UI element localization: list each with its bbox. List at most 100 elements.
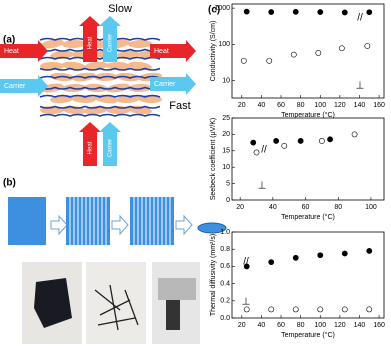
- data-point: [240, 57, 247, 64]
- arrow-label: Carrier: [4, 83, 26, 90]
- x-tick-label: 80: [297, 322, 305, 329]
- arrow: [79, 122, 101, 166]
- data-point: [341, 9, 348, 16]
- plot-frame: [231, 117, 385, 201]
- arrow: [99, 16, 121, 62]
- fiber-line: [39, 105, 161, 109]
- data-point: [327, 136, 333, 143]
- x-tick-label: 160: [373, 322, 385, 329]
- y-tick-label: 20: [222, 131, 230, 138]
- x-tick-label: 20: [236, 204, 244, 211]
- arrow-label: Heat: [88, 141, 94, 154]
- fiber-blob: [106, 61, 130, 71]
- y-tick-label: 15: [222, 148, 230, 155]
- step-arrow: [111, 214, 129, 236]
- x-tick-label: 40: [269, 204, 277, 211]
- fiber-line: [39, 75, 161, 79]
- fiber-blob: [40, 62, 64, 70]
- data-point: [297, 138, 304, 144]
- x-tick-label: 60: [277, 322, 285, 329]
- fiber-line: [39, 86, 161, 90]
- y-tick-label: 0.0: [220, 315, 230, 322]
- y-tick-label: 0.6: [220, 263, 230, 270]
- panel-label: (a): [3, 35, 15, 46]
- x-tick-label: 100: [314, 102, 326, 109]
- data-point: [341, 250, 348, 257]
- fiber-line: [39, 48, 161, 52]
- y-tick-label: 0: [226, 197, 230, 204]
- data-point: [341, 306, 348, 313]
- data-point: [281, 142, 288, 149]
- x-tick-label: 80: [334, 204, 342, 211]
- data-point: [253, 149, 260, 156]
- y-tick-label: 1000: [214, 5, 230, 12]
- annotation: ⊥: [356, 81, 365, 92]
- x-tick-label: 100: [365, 204, 377, 211]
- photo: [86, 262, 146, 344]
- data-point: [317, 9, 324, 15]
- arrow: [79, 16, 101, 62]
- striped-block: [130, 197, 174, 245]
- data-point: [243, 263, 250, 270]
- x-tick-label: 40: [258, 102, 266, 109]
- arrow-label: Heat: [154, 48, 169, 55]
- x-tick-label: 40: [258, 322, 266, 329]
- y-tick-label: 10: [222, 164, 230, 171]
- annotation: //: [243, 257, 249, 268]
- striped-blocks: [66, 197, 174, 245]
- slow-label: Slow: [108, 3, 132, 15]
- fiber-blob: [40, 39, 64, 49]
- block: [8, 197, 46, 245]
- y-axis-label: Conductivity (S/cm): [210, 21, 217, 82]
- data-point: [366, 306, 373, 313]
- x-tick-label: 100: [314, 322, 326, 329]
- panel-label: (b): [3, 178, 16, 189]
- striped-block: [66, 197, 110, 245]
- x-axis-label: Temperature (°C): [281, 111, 335, 119]
- annotation: //: [357, 13, 363, 24]
- data-point: [273, 138, 280, 144]
- annotation: ⊥: [258, 181, 267, 192]
- y-tick-label: 1.0: [220, 229, 230, 236]
- fiber-blob: [84, 105, 108, 115]
- y-axis-label: Seebeck coefficient (μV/K): [210, 118, 217, 201]
- x-tick-label: 60: [302, 204, 310, 211]
- fiber-blob: [72, 94, 96, 104]
- annotation: //: [261, 145, 267, 156]
- step-arrow: [50, 214, 68, 236]
- data-point: [290, 51, 297, 58]
- data-point: [317, 306, 324, 313]
- photo-sheet: [34, 278, 72, 328]
- photo-fibers: [94, 284, 139, 331]
- y-tick-label: 25: [222, 115, 230, 122]
- fiber-line: [39, 94, 161, 98]
- x-tick-label: 20: [238, 102, 246, 109]
- fiber-blob: [62, 39, 86, 49]
- x-tick-label: 80: [297, 102, 305, 109]
- arrow: [150, 73, 196, 95]
- data-point: [364, 43, 371, 49]
- data-point: [338, 45, 345, 52]
- fiber-line: [39, 56, 161, 60]
- y-tick-label: 100: [218, 41, 230, 48]
- arrow: [99, 122, 121, 166]
- fiber-blob: [128, 39, 152, 49]
- data-point: [250, 139, 257, 146]
- x-tick-label: 20: [238, 322, 246, 329]
- x-tick-label: 60: [277, 102, 285, 109]
- data-point: [243, 8, 250, 15]
- data-point: [351, 131, 358, 138]
- y-tick-label: 0.8: [220, 246, 230, 253]
- arrow-label: Carrier: [108, 139, 114, 157]
- panel-label: (c): [208, 5, 220, 16]
- data-point: [366, 248, 373, 254]
- arrow: [0, 75, 48, 97]
- arrow: [0, 40, 48, 62]
- data-point: [315, 50, 322, 56]
- fiber-line: [39, 113, 161, 117]
- data-point: [292, 306, 299, 313]
- data-point: [292, 8, 299, 15]
- data-point: [243, 306, 250, 313]
- photo-caliper: [158, 278, 196, 300]
